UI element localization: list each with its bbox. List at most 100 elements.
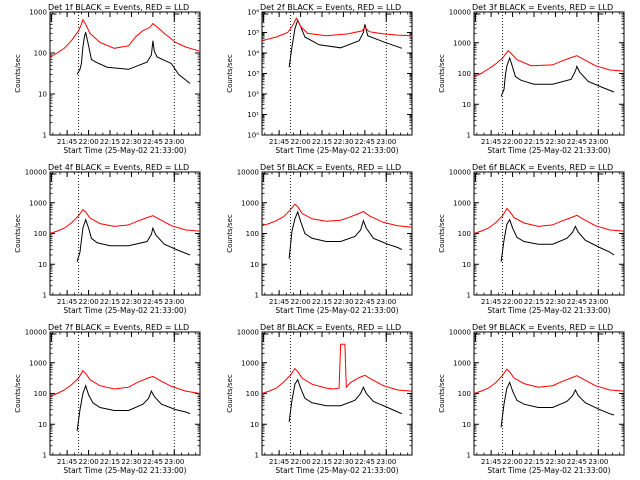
x-tick-label: 22:00 [78, 458, 98, 466]
x-tick-label: 22:30 [121, 138, 141, 146]
y-tick-label: 1 [467, 292, 471, 300]
y-tick-label: 100 [34, 50, 47, 58]
plot-frame [261, 171, 413, 296]
y-tick-label: 1 [255, 292, 259, 300]
plot-frame [473, 171, 625, 296]
y-tick-label: 10¹ [247, 111, 259, 119]
x-axis-label: Start Time (25-May-02 21:33:00) [63, 466, 186, 475]
panel-title: Det 6f BLACK = Events, RED = LLD [472, 163, 613, 172]
interval-bracket [474, 13, 481, 22]
interval-bracket [385, 333, 392, 342]
panel-det-2: Det 2f BLACK = Events, RED = LLD 10⁰ 10¹ 10… [226, 3, 413, 155]
y-axis-label: Counts/sec [14, 214, 22, 253]
panel-title: Det 8f BLACK = Events, RED = LLD [260, 323, 401, 332]
x-tick-label: 22:30 [545, 298, 565, 306]
x-tick-label: 21:45 [481, 458, 501, 466]
interval-bracket [173, 333, 180, 342]
x-axis-label: Start Time (25-May-02 21:33:00) [275, 466, 398, 475]
y-tick-label: 1 [43, 452, 47, 460]
panel-title: Det 7f BLACK = Events, RED = LLD [48, 323, 189, 332]
plot-frame [261, 331, 413, 456]
panel-det-6: Det 6f BLACK = Events, RED = LLD 1 10 100 10… [438, 163, 625, 315]
x-tick-label: 21:45 [481, 298, 501, 306]
y-tick-label: 10 [250, 421, 259, 429]
x-tick-label: 22:30 [545, 458, 565, 466]
y-tick-label: 10⁵ [247, 29, 259, 37]
interval-bracket [474, 333, 481, 342]
x-axis-label: Start Time (25-May-02 21:33:00) [275, 146, 398, 155]
y-tick-label: 1 [43, 132, 47, 140]
y-tick-label: 10000 [25, 169, 47, 177]
y-tick-label: 100 [458, 390, 471, 398]
interval-bracket [597, 13, 604, 22]
x-tick-label: 22:15 [100, 458, 120, 466]
y-tick-label: 10⁴ [247, 50, 259, 58]
y-axis-label: Counts/sec [226, 214, 234, 253]
x-axis-label: Start Time (25-May-02 21:33:00) [275, 306, 398, 315]
x-tick-label: 22:00 [78, 298, 98, 306]
events-series-line [76, 384, 191, 432]
x-tick-label: 21:45 [57, 458, 77, 466]
y-tick-label: 100 [34, 230, 47, 238]
x-tick-label: 23:00 [588, 458, 608, 466]
panel-det-9: Det 9f BLACK = Events, RED = LLD 1 10 100 10… [438, 323, 625, 475]
panel-det-1: Det 1f BLACK = Events, RED = LLD 1 10 100 10… [14, 3, 201, 155]
interval-bracket [262, 173, 269, 182]
lld-series-line [49, 369, 201, 397]
y-tick-label: 10000 [449, 329, 471, 337]
x-tick-label: 22:30 [333, 298, 353, 306]
y-tick-label: 100 [246, 390, 259, 398]
x-tick-label: 22:15 [100, 298, 120, 306]
lld-series-line [261, 17, 413, 42]
lld-series-line [261, 343, 413, 394]
interval-bracket [597, 333, 604, 342]
x-tick-label: 22:45 [355, 138, 375, 146]
lld-series-line [261, 203, 413, 228]
x-tick-label: 22:30 [121, 458, 141, 466]
y-tick-label: 10000 [237, 169, 259, 177]
x-tick-label: 22:00 [290, 138, 310, 146]
y-tick-label: 100 [458, 230, 471, 238]
y-axis-label: Counts/sec [438, 214, 446, 253]
events-series-line [76, 32, 191, 84]
x-tick-label: 22:00 [502, 298, 522, 306]
interval-bracket [50, 333, 57, 342]
y-tick-label: 1000 [453, 359, 471, 367]
y-axis-label: Counts/sec [438, 54, 446, 93]
x-tick-label: 21:45 [57, 298, 77, 306]
x-axis-label: Start Time (25-May-02 21:33:00) [487, 466, 610, 475]
events-series-line [500, 56, 615, 97]
lld-series-line [473, 49, 625, 77]
panel-title: Det 2f BLACK = Events, RED = LLD [260, 3, 401, 12]
interval-bracket [385, 173, 392, 182]
panel-det-7: Det 7f BLACK = Events, RED = LLD 1 10 100 10… [14, 323, 201, 475]
x-axis-label: Start Time (25-May-02 21:33:00) [63, 306, 186, 315]
y-tick-label: 1000 [453, 199, 471, 207]
x-tick-label: 22:45 [143, 298, 163, 306]
y-tick-label: 10³ [247, 70, 259, 78]
x-tick-label: 22:00 [78, 138, 98, 146]
y-tick-label: 100 [246, 230, 259, 238]
y-tick-label: 10 [38, 91, 47, 99]
x-tick-label: 21:45 [269, 138, 289, 146]
lld-series-line [49, 18, 201, 58]
x-tick-label: 22:45 [143, 458, 163, 466]
events-series-line [288, 18, 403, 68]
plot-frame [261, 11, 413, 136]
x-tick-label: 22:00 [290, 458, 310, 466]
x-tick-label: 21:45 [481, 138, 501, 146]
y-tick-label: 10000 [449, 9, 471, 17]
y-axis-label: Counts/sec [14, 54, 22, 93]
x-tick-label: 22:00 [502, 138, 522, 146]
x-tick-label: 23:00 [376, 458, 396, 466]
x-tick-label: 23:00 [588, 298, 608, 306]
interval-bracket [50, 173, 57, 182]
x-tick-label: 22:45 [143, 138, 163, 146]
plot-frame [49, 171, 201, 296]
y-tick-label: 10² [247, 91, 259, 99]
y-tick-label: 10000 [449, 169, 471, 177]
x-tick-label: 21:45 [269, 298, 289, 306]
interval-bracket [385, 13, 392, 22]
panel-title: Det 4f BLACK = Events, RED = LLD [48, 163, 189, 172]
